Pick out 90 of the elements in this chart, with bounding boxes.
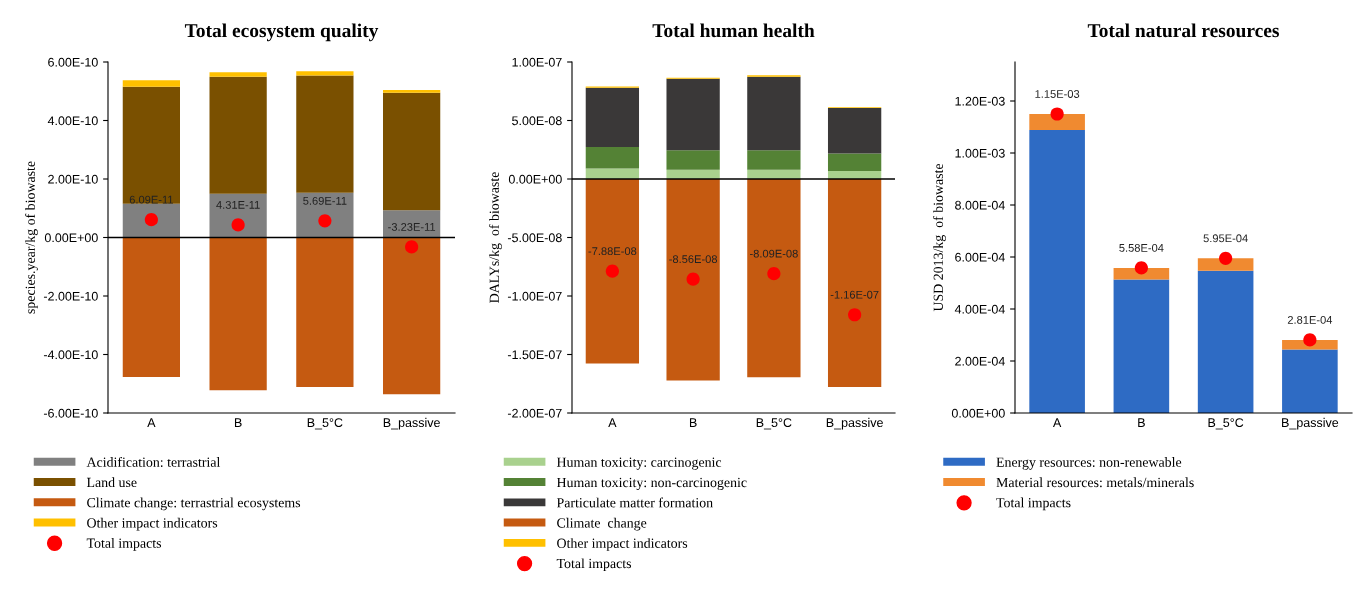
x-tick-label: B_5°C bbox=[1208, 418, 1244, 430]
x-tick-label: B_5°C bbox=[756, 418, 792, 430]
y-tick-label: 1.00E-07 bbox=[512, 57, 562, 67]
chart-title: Total human health bbox=[652, 23, 815, 38]
y-tick-label: 0.00E+00 bbox=[44, 233, 98, 243]
x-tick-label: B_5°C bbox=[307, 418, 343, 430]
y-tick-label: -1.00E-07 bbox=[507, 291, 562, 301]
data-label: 6.09E-11 bbox=[129, 195, 173, 204]
bar bbox=[1282, 349, 1338, 413]
data-label: 4.31E-11 bbox=[216, 200, 260, 209]
bar bbox=[666, 150, 720, 170]
bar bbox=[747, 150, 801, 170]
y-tick-label: 0.00E+00 bbox=[508, 174, 562, 184]
bar bbox=[666, 179, 720, 381]
bar bbox=[1029, 130, 1085, 413]
bar bbox=[666, 78, 720, 151]
data-label: -8.09E-08 bbox=[749, 249, 798, 258]
y-tick-label: 1.20E-03 bbox=[955, 96, 1005, 106]
data-label: -7.88E-08 bbox=[588, 247, 637, 256]
y-tick-label: 2.00E-04 bbox=[955, 356, 1005, 366]
y-tick-label: 8.00E-04 bbox=[955, 200, 1005, 210]
chart-title: Total natural resources bbox=[1087, 23, 1279, 38]
bar bbox=[747, 76, 801, 151]
point bbox=[1219, 251, 1233, 265]
x-tick-label: B bbox=[1138, 418, 1145, 427]
legend-label: Particulate matter formation bbox=[556, 497, 713, 508]
bar bbox=[1197, 270, 1254, 413]
x-tick-label: B bbox=[234, 418, 242, 427]
point bbox=[1050, 107, 1064, 121]
y-tick-label: -2.00E-07 bbox=[507, 408, 562, 418]
y-tick-label: 4.00E-10 bbox=[47, 116, 98, 126]
y-tick-label: 6.00E-10 bbox=[48, 57, 98, 67]
data-label: 5.69E-11 bbox=[303, 196, 347, 205]
x-tick-label: A bbox=[147, 418, 156, 427]
legend-label: Energy resources: non-renewable bbox=[996, 457, 1182, 470]
x-tick-label: B_passive bbox=[826, 417, 883, 430]
point bbox=[605, 264, 619, 278]
legend-label: Total impacts bbox=[556, 558, 632, 571]
bar bbox=[585, 146, 640, 169]
point bbox=[686, 272, 700, 286]
legend-label: Total impacts bbox=[86, 538, 162, 551]
x-tick-label: A bbox=[1052, 418, 1062, 427]
bar bbox=[827, 108, 882, 154]
bar bbox=[585, 87, 640, 147]
y-axis-title: USD 2013/kg of biowaste bbox=[933, 163, 946, 312]
data-label: -3.23E-11 bbox=[388, 222, 436, 231]
point bbox=[1303, 333, 1317, 347]
x-tick-label: B_passive bbox=[383, 417, 440, 430]
point bbox=[848, 308, 862, 322]
y-axis-title: species.year/kg of biowaste bbox=[25, 161, 38, 314]
legend-label: Climate change bbox=[557, 517, 647, 531]
data-label: -1.16E-07 bbox=[830, 290, 879, 299]
x-tick-label: B_passive bbox=[1282, 417, 1339, 430]
bar bbox=[827, 153, 882, 171]
y-tick-label: 6.00E-04 bbox=[955, 252, 1005, 262]
legend-label: Other impact indicators bbox=[87, 517, 218, 531]
chart-title: Total ecosystem quality bbox=[184, 23, 379, 42]
y-tick-label: -4.00E-10 bbox=[43, 350, 98, 360]
legend-label: Climate change: terrastrial ecosystems bbox=[87, 497, 301, 511]
data-label: 1.15E-03 bbox=[1035, 90, 1080, 98]
bar bbox=[1029, 114, 1085, 131]
data-label: 5.58E-04 bbox=[1119, 243, 1164, 252]
point bbox=[767, 267, 781, 281]
y-tick-label: 4.00E-04 bbox=[954, 304, 1005, 314]
legend-label: Land use bbox=[86, 477, 137, 488]
legend-label: Human toxicity: carcinogenic bbox=[556, 457, 722, 470]
y-tick-label: -5.00E-08 bbox=[507, 233, 562, 243]
point bbox=[1134, 261, 1148, 275]
legend-label: Other impact indicators bbox=[557, 538, 688, 551]
bar bbox=[1113, 279, 1170, 413]
data-label: 2.81E-04 bbox=[1287, 315, 1333, 324]
y-tick-label: 5.00E-08 bbox=[512, 116, 562, 126]
y-tick-label: 1.00E-03 bbox=[955, 148, 1005, 158]
y-tick-label: -6.00E-10 bbox=[43, 408, 98, 418]
legend-label: Total impacts bbox=[996, 497, 1071, 511]
y-axis-title: DALYs/kg of biowaste bbox=[489, 172, 502, 303]
bar bbox=[585, 179, 640, 364]
legend-label: Human toxicity: non-carcinogenic bbox=[556, 477, 747, 490]
y-tick-label: 0.00E+00 bbox=[951, 408, 1005, 418]
x-tick-label: A bbox=[608, 418, 617, 427]
data-label: -8.56E-08 bbox=[669, 255, 718, 264]
bar bbox=[747, 179, 801, 378]
bar bbox=[827, 179, 882, 387]
legend-label: Material resources: metals/minerals bbox=[996, 477, 1194, 488]
x-tick-label: B bbox=[689, 418, 697, 427]
legend-label: Acidification: terrastrial bbox=[86, 456, 221, 467]
y-tick-label: 2.00E-10 bbox=[48, 174, 98, 184]
y-tick-label: -2.00E-10 bbox=[43, 291, 98, 301]
data-label: 5.95E-04 bbox=[1203, 234, 1248, 243]
y-tick-label: -1.50E-07 bbox=[507, 350, 562, 360]
